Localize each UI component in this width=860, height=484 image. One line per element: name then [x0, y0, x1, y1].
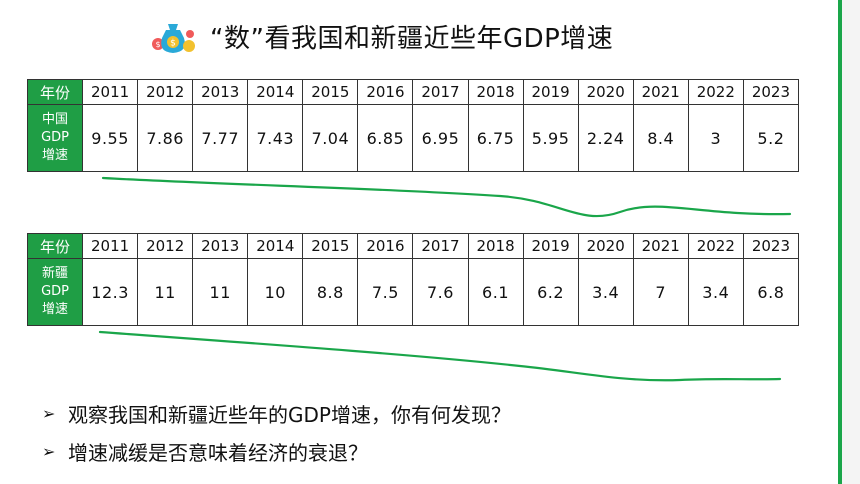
year-cell: 2012: [137, 79, 194, 105]
svg-text:$: $: [155, 40, 160, 49]
year-cell: 2021: [632, 233, 689, 259]
year-cell: 2021: [632, 79, 689, 105]
value-cell: 8.4: [632, 104, 689, 172]
year-cell: 2017: [412, 233, 469, 259]
right-accent-stripe: [838, 0, 842, 484]
value-row: 中国 GDP 增速 9.55 7.86 7.77 7.43 7.04 6.85 …: [26, 104, 800, 172]
value-cell: 6.95: [412, 104, 469, 172]
page-title: “数”看我国和新疆近些年GDP增速: [210, 23, 614, 54]
year-cell: 2016: [357, 79, 414, 105]
year-cell: 2012: [137, 233, 194, 259]
row-label: 新疆 GDP 增速: [26, 258, 84, 326]
row-label-line: GDP: [41, 284, 69, 299]
value-cell: 6.75: [467, 104, 524, 172]
row-label-line: 增速: [42, 302, 69, 317]
value-cell: 3.4: [687, 258, 744, 326]
value-cell: 3.4: [577, 258, 634, 326]
year-cell: 2016: [357, 233, 414, 259]
year-cell: 2011: [82, 233, 139, 259]
money-bag-icon: $ $: [150, 16, 198, 56]
xinjiang-trend-squiggle: [98, 330, 782, 382]
bullet-text: 增速减缓是否意味着经济的衰退？: [68, 440, 368, 465]
year-cell: 2014: [247, 79, 304, 105]
year-cell: 2017: [412, 79, 469, 105]
china-trend-squiggle: [101, 176, 792, 218]
value-cell: 11: [192, 258, 249, 326]
year-cell: 2020: [577, 233, 634, 259]
row-label-line: 增速: [42, 148, 69, 163]
value-cell: 7.6: [412, 258, 469, 326]
year-cell: 2022: [687, 79, 744, 105]
row-label: 中国 GDP 增速: [26, 104, 84, 172]
china-gdp-table: 年份 2011 2012 2013 2014 2015 2016 2017 20…: [26, 79, 800, 172]
value-cell: 6.8: [742, 258, 800, 326]
value-cell: 7.5: [357, 258, 414, 326]
value-cell: 3: [687, 104, 744, 172]
bullet-list: ➢ 观察我国和新疆近些年的GDP增速，你有何发现？ ➢ 增速减缓是否意味着经济的…: [42, 394, 511, 470]
value-cell: 6.85: [357, 104, 414, 172]
year-header: 年份: [26, 79, 84, 105]
value-cell: 11: [137, 258, 194, 326]
value-cell: 12.3: [82, 258, 139, 326]
year-cell: 2018: [467, 233, 524, 259]
value-cell: 7.43: [247, 104, 304, 172]
year-cell: 2014: [247, 233, 304, 259]
year-cell: 2013: [192, 233, 249, 259]
year-row: 年份 2011 2012 2013 2014 2015 2016 2017 20…: [26, 233, 800, 259]
value-cell: 7.04: [302, 104, 359, 172]
bullet-text: 观察我国和新疆近些年的GDP增速，你有何发现？: [68, 402, 511, 427]
value-cell: 7: [632, 258, 689, 326]
row-label-line: 新疆: [42, 266, 69, 281]
year-cell: 2019: [522, 233, 579, 259]
value-cell: 9.55: [82, 104, 139, 172]
year-header: 年份: [26, 233, 84, 259]
value-cell: 5.2: [742, 104, 800, 172]
right-side-bar: [838, 0, 860, 484]
value-cell: 5.95: [522, 104, 579, 172]
year-cell: 2023: [742, 233, 800, 259]
year-cell: 2019: [522, 79, 579, 105]
year-cell: 2011: [82, 79, 139, 105]
value-cell: 6.1: [467, 258, 524, 326]
svg-text:$: $: [170, 39, 176, 49]
row-label-line: 中国: [42, 112, 69, 127]
year-cell: 2022: [687, 233, 744, 259]
bullet-item: ➢ 观察我国和新疆近些年的GDP增速，你有何发现？: [42, 394, 511, 432]
value-cell: 6.2: [522, 258, 579, 326]
value-cell: 8.8: [302, 258, 359, 326]
title-area: $ $ “数”看我国和新疆近些年GDP增速: [150, 14, 613, 58]
year-cell: 2018: [467, 79, 524, 105]
year-cell: 2015: [302, 79, 359, 105]
bullet-item: ➢ 增速减缓是否意味着经济的衰退？: [42, 432, 511, 470]
value-cell: 2.24: [577, 104, 634, 172]
xinjiang-gdp-table: 年份 2011 2012 2013 2014 2015 2016 2017 20…: [26, 233, 800, 326]
arrowhead-icon: ➢: [42, 441, 56, 461]
row-label-line: GDP: [41, 130, 69, 145]
value-row: 新疆 GDP 增速 12.3 11 11 10 8.8 7.5 7.6 6.1 …: [26, 258, 800, 326]
arrowhead-icon: ➢: [42, 403, 56, 423]
year-cell: 2013: [192, 79, 249, 105]
value-cell: 7.77: [192, 104, 249, 172]
year-cell: 2023: [742, 79, 800, 105]
value-cell: 10: [247, 258, 304, 326]
year-cell: 2015: [302, 233, 359, 259]
year-cell: 2020: [577, 79, 634, 105]
year-row: 年份 2011 2012 2013 2014 2015 2016 2017 20…: [26, 79, 800, 105]
value-cell: 7.86: [137, 104, 194, 172]
